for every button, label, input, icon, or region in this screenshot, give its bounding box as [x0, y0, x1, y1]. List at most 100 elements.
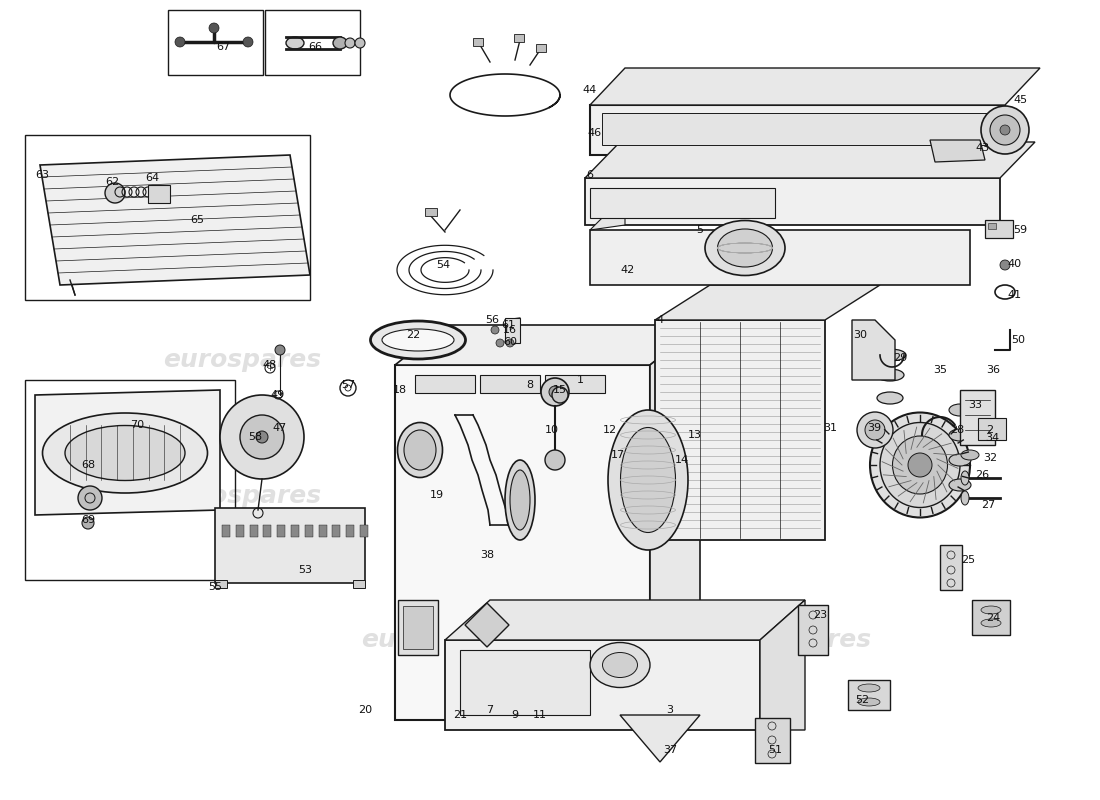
- Circle shape: [506, 339, 514, 347]
- Text: 18: 18: [393, 385, 407, 395]
- Circle shape: [990, 115, 1020, 145]
- Bar: [960, 390, 996, 445]
- Polygon shape: [620, 715, 700, 762]
- Bar: [250, 525, 257, 537]
- Text: 3: 3: [667, 705, 673, 715]
- Bar: [346, 525, 354, 537]
- Ellipse shape: [949, 454, 971, 466]
- Text: 25: 25: [961, 555, 975, 565]
- Circle shape: [496, 339, 504, 347]
- Bar: [536, 44, 546, 52]
- Ellipse shape: [397, 422, 442, 478]
- Ellipse shape: [43, 413, 208, 493]
- Ellipse shape: [961, 491, 969, 505]
- Bar: [403, 606, 433, 649]
- Polygon shape: [585, 142, 1035, 178]
- Circle shape: [275, 345, 285, 355]
- Circle shape: [209, 23, 219, 33]
- Text: 26: 26: [975, 470, 989, 480]
- Bar: [214, 580, 227, 588]
- Polygon shape: [395, 325, 700, 365]
- Bar: [590, 188, 776, 218]
- Text: 15: 15: [553, 385, 566, 395]
- Bar: [319, 525, 327, 537]
- Ellipse shape: [981, 619, 1001, 627]
- Ellipse shape: [505, 460, 535, 540]
- Ellipse shape: [590, 642, 650, 687]
- Circle shape: [175, 37, 185, 47]
- Ellipse shape: [870, 413, 970, 518]
- Ellipse shape: [382, 329, 454, 351]
- Text: 49: 49: [271, 390, 285, 400]
- Text: 50: 50: [1011, 335, 1025, 345]
- Bar: [940, 545, 962, 590]
- Ellipse shape: [371, 321, 465, 359]
- Bar: [214, 508, 365, 583]
- Bar: [984, 220, 1013, 238]
- Bar: [25, 135, 310, 300]
- Circle shape: [541, 378, 569, 406]
- Bar: [398, 600, 438, 655]
- Text: 12: 12: [603, 425, 617, 435]
- Circle shape: [355, 38, 365, 48]
- Polygon shape: [446, 600, 805, 640]
- Bar: [988, 223, 996, 229]
- Bar: [168, 10, 263, 75]
- Circle shape: [549, 386, 561, 398]
- Text: 51: 51: [768, 745, 782, 755]
- Text: 57: 57: [341, 380, 355, 390]
- Ellipse shape: [892, 436, 947, 494]
- Text: 54: 54: [436, 260, 450, 270]
- Ellipse shape: [981, 606, 1001, 614]
- Text: 63: 63: [35, 170, 50, 180]
- Bar: [972, 600, 1010, 635]
- Ellipse shape: [971, 425, 989, 435]
- Bar: [602, 113, 992, 145]
- Text: eurospares: eurospares: [636, 484, 794, 508]
- Polygon shape: [40, 155, 310, 285]
- Polygon shape: [654, 285, 880, 320]
- Polygon shape: [585, 178, 1000, 225]
- Bar: [425, 208, 437, 216]
- Circle shape: [220, 395, 304, 479]
- Ellipse shape: [608, 410, 688, 550]
- Text: 43: 43: [975, 143, 989, 153]
- Polygon shape: [590, 195, 625, 230]
- Text: 5: 5: [696, 225, 704, 235]
- Bar: [235, 525, 244, 537]
- Bar: [222, 525, 230, 537]
- Ellipse shape: [876, 369, 904, 381]
- Text: 55: 55: [208, 582, 222, 592]
- Polygon shape: [760, 600, 805, 730]
- Circle shape: [1000, 260, 1010, 270]
- Text: 8: 8: [527, 380, 534, 390]
- Bar: [332, 525, 340, 537]
- Text: eurospares: eurospares: [559, 348, 717, 372]
- Text: eurospares: eurospares: [163, 348, 321, 372]
- Ellipse shape: [620, 427, 675, 533]
- Text: 28: 28: [950, 425, 964, 435]
- Circle shape: [345, 38, 355, 48]
- Text: 21: 21: [453, 710, 468, 720]
- Bar: [353, 580, 365, 588]
- Bar: [265, 10, 360, 75]
- Text: 2: 2: [987, 425, 993, 435]
- Text: 46: 46: [587, 128, 602, 138]
- Bar: [292, 525, 299, 537]
- Circle shape: [1000, 125, 1010, 135]
- Bar: [148, 185, 170, 203]
- Text: 47: 47: [273, 423, 287, 433]
- Ellipse shape: [949, 479, 971, 491]
- Ellipse shape: [961, 471, 969, 485]
- Circle shape: [491, 326, 499, 334]
- Text: 56: 56: [485, 315, 499, 325]
- Text: 67: 67: [216, 42, 230, 52]
- Text: 7: 7: [486, 705, 494, 715]
- Bar: [415, 375, 475, 393]
- Polygon shape: [446, 640, 760, 730]
- Text: 69: 69: [81, 515, 95, 525]
- Text: 9: 9: [512, 710, 518, 720]
- Ellipse shape: [603, 653, 638, 678]
- Ellipse shape: [705, 221, 785, 275]
- Circle shape: [82, 517, 94, 529]
